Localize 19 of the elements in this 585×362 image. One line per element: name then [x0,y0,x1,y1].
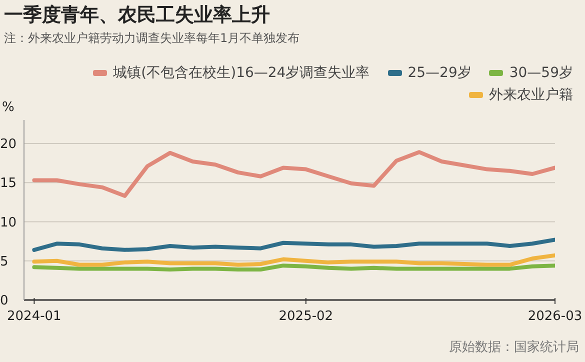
line-series [32,238,555,252]
line-series [32,253,555,267]
y-tick-label: 15 [0,176,17,192]
chart-subtitle: 注：外来农业户籍劳动力调查失业率每年1月不单独发布 [4,30,300,47]
y-tick-label: 0 [0,294,8,309]
legend-label: 外来农业户籍 [488,86,573,104]
line-series [32,150,555,198]
y-tick-label: 10 [0,215,17,230]
chart-title: 一季度青年、农民工失业率上升 [4,3,270,28]
legend-label: 30—59岁 [508,64,573,82]
legend-label: 25—29岁 [406,64,472,82]
y-axis-title: % [2,100,14,115]
x-tick-label: 2025-02 [278,309,334,324]
y-tick-label: 5 [0,254,8,270]
x-tick-label: 2026-03 [528,309,582,324]
text: 原始数据：国家统计局 [449,339,579,356]
x-tick-label: 2024-01 [7,309,62,324]
y-tick-label: 20 [0,137,17,152]
legend-label: 城镇(不包含在校生)16—24岁调查失业率 [112,64,370,82]
